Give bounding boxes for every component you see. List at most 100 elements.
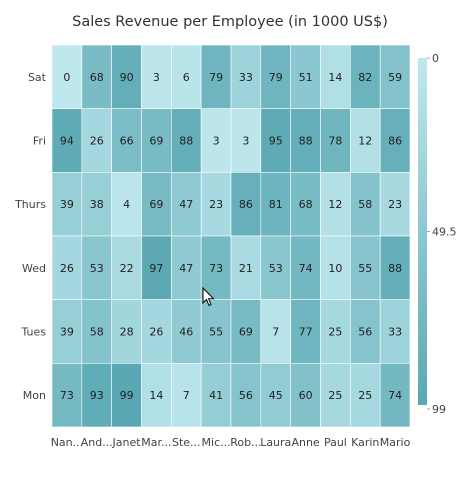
- heatmap-cell: [230, 299, 262, 364]
- mouse-cursor-icon: [202, 286, 215, 307]
- cell-value-label: 88: [388, 262, 402, 275]
- cell-value-label: 74: [299, 262, 313, 275]
- cell-value-label: 3: [242, 135, 249, 148]
- cell-value-label: 23: [388, 198, 402, 211]
- cell-value-label: 39: [60, 198, 74, 211]
- cell-value-label: 99: [120, 389, 134, 402]
- cell-value-label: 25: [328, 389, 342, 402]
- cell-value-label: 60: [299, 389, 313, 402]
- heatmap-cell: [81, 235, 112, 300]
- legend-label: 0: [432, 52, 439, 65]
- heatmap-cell: [290, 108, 321, 173]
- cell-value-label: 74: [388, 389, 402, 402]
- heatmap-cell: [379, 235, 411, 300]
- x-tick-label: Mario: [380, 436, 411, 449]
- cell-value-label: 6: [183, 71, 190, 84]
- heatmap-cell: [171, 172, 202, 237]
- heatmap-cell: [141, 235, 172, 300]
- heatmap-cell: [320, 363, 351, 428]
- heatmap-cell: [260, 363, 291, 428]
- cell-value-label: 68: [90, 71, 104, 84]
- cell-value-label: 53: [90, 262, 104, 275]
- color-legend: 0 49.5 99: [418, 52, 457, 416]
- cell-value-label: 10: [328, 262, 342, 275]
- heatmap-cell: [141, 172, 172, 237]
- y-tick-label: Fri: [33, 135, 46, 148]
- chart-title: Sales Revenue per Employee (in 1000 US$): [72, 14, 388, 30]
- cell-value-label: 28: [120, 326, 134, 339]
- heatmap-cell: [320, 44, 351, 109]
- cell-value-label: 68: [299, 198, 313, 211]
- cell-value-label: 81: [269, 198, 283, 211]
- cell-value-label: 12: [358, 135, 372, 148]
- heatmap-cell: [141, 108, 172, 173]
- cell-value-label: 26: [60, 262, 74, 275]
- cell-value-label: 3: [213, 135, 220, 148]
- cell-value-label: 73: [209, 262, 223, 275]
- heatmap-cell: [111, 44, 142, 109]
- heatmap-cell: [81, 44, 112, 109]
- cell-value-label: 97: [149, 262, 163, 275]
- cell-value-label: 14: [328, 71, 342, 84]
- cell-value-label: 45: [269, 389, 283, 402]
- cell-value-label: 79: [269, 71, 283, 84]
- cell-value-label: 69: [149, 198, 163, 211]
- cell-value-label: 86: [388, 135, 402, 148]
- heatmap-cell: [290, 235, 321, 300]
- cell-value-label: 69: [239, 326, 253, 339]
- heatmap-cell: [200, 108, 232, 173]
- cell-value-label: 14: [149, 389, 163, 402]
- cell-value-label: 21: [239, 262, 253, 275]
- cell-value-label: 82: [358, 71, 372, 84]
- heatmap-cell: [200, 44, 232, 109]
- heatmap-cell: [111, 172, 142, 237]
- cell-value-label: 26: [90, 135, 104, 148]
- x-tick-label: Janet: [112, 436, 142, 449]
- x-tick-label: Mar...: [141, 436, 171, 449]
- heatmap-cell: [320, 235, 351, 300]
- heatmap-cell: [81, 108, 112, 173]
- cell-value-label: 7: [183, 389, 190, 402]
- cell-value-label: 39: [60, 326, 74, 339]
- cell-value-label: 25: [358, 389, 372, 402]
- heatmap-cell: [81, 299, 112, 364]
- heatmap-cell: [379, 172, 411, 237]
- cell-value-label: 55: [209, 326, 223, 339]
- cell-value-label: 66: [120, 135, 134, 148]
- y-tick-label: Mon: [23, 389, 46, 402]
- legend-label: 99: [432, 403, 446, 416]
- cell-value-label: 4: [123, 198, 130, 211]
- y-tick-label: Wed: [22, 262, 46, 275]
- heatmap-cell: [171, 299, 202, 364]
- cell-value-label: 26: [149, 326, 163, 339]
- cell-value-label: 25: [328, 326, 342, 339]
- x-tick-label: Laura: [260, 436, 291, 449]
- cell-value-label: 22: [120, 262, 134, 275]
- cell-value-label: 0: [63, 71, 70, 84]
- cell-value-label: 56: [358, 326, 372, 339]
- x-tick-label: Nan...: [51, 436, 83, 449]
- heatmap-cell: [230, 108, 262, 173]
- cell-value-label: 46: [179, 326, 193, 339]
- x-tick-label: Rob...: [230, 436, 261, 449]
- legend-gradient-bar: [418, 58, 427, 405]
- cell-value-label: 88: [299, 135, 313, 148]
- cell-value-label: 59: [388, 71, 402, 84]
- cell-value-label: 86: [239, 198, 253, 211]
- heatmap-cell: [350, 108, 381, 173]
- x-axis-labels: Nan...And... Janet Mar... Ste... Mic... Rob..…: [51, 436, 411, 449]
- heatmap-cell: [51, 172, 83, 237]
- cell-value-label: 33: [388, 326, 402, 339]
- heatmap-cell: [200, 235, 232, 300]
- cell-value-label: 78: [328, 135, 342, 148]
- heatmap-cell: [260, 44, 291, 109]
- heatmap-cell: [350, 235, 381, 300]
- heatmap-cell: [51, 44, 83, 109]
- cell-value-label: 77: [299, 326, 313, 339]
- heatmap-cell: [320, 108, 351, 173]
- x-tick-label: Anne: [291, 436, 319, 449]
- cell-value-label: 58: [358, 198, 372, 211]
